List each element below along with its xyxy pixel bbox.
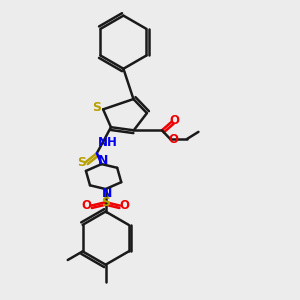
Text: NH: NH (98, 136, 117, 149)
Text: O: O (119, 199, 129, 212)
Text: S: S (77, 156, 86, 169)
Text: O: O (82, 199, 92, 212)
Text: S: S (92, 101, 101, 114)
Text: N: N (102, 187, 112, 200)
Text: S: S (101, 196, 110, 209)
Text: N: N (98, 154, 108, 167)
Text: O: O (168, 133, 178, 146)
Text: O: O (170, 114, 180, 127)
